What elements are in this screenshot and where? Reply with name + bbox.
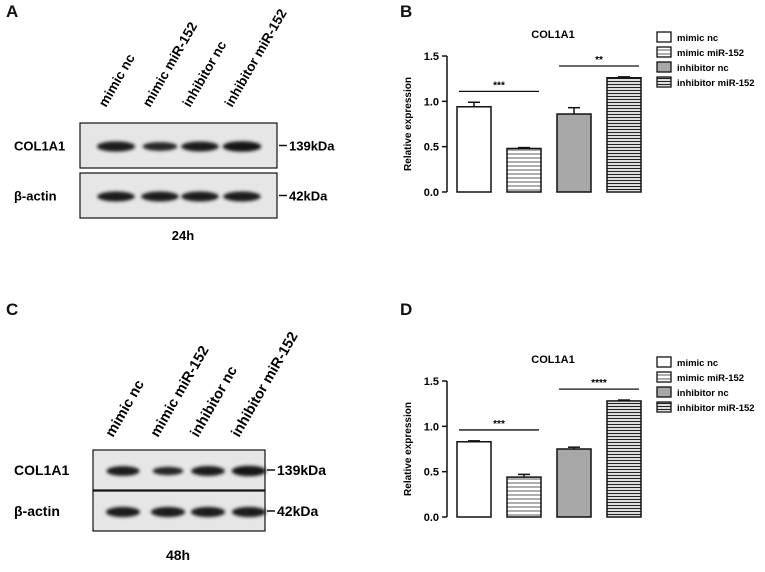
legend-swatch xyxy=(656,356,672,368)
blot-row-label: COL1A1 xyxy=(14,139,65,154)
legend-swatch xyxy=(656,61,672,73)
time-label: 48h xyxy=(166,547,190,563)
y-tick-label: 0.0 xyxy=(424,512,439,524)
legend-swatch xyxy=(656,401,672,413)
legend-swatch xyxy=(656,76,672,88)
significance-label: **** xyxy=(591,378,607,389)
y-tick-label: 1.5 xyxy=(424,376,439,388)
size-marker-label: 139kDa xyxy=(277,462,326,478)
blot-row-label: β-actin xyxy=(14,503,60,519)
bar xyxy=(456,440,492,518)
time-label: 24h xyxy=(172,228,194,243)
lane-label: inhibitor miR-152 xyxy=(229,329,302,440)
blot-band xyxy=(222,141,262,152)
lane-label: mimic nc xyxy=(96,51,138,110)
legend-swatch xyxy=(656,371,672,383)
bar xyxy=(606,77,642,193)
size-marker-label: 139kDa xyxy=(289,139,335,154)
y-tick-label: 0.5 xyxy=(424,142,439,154)
significance-label: *** xyxy=(493,80,505,91)
blot-band xyxy=(96,141,136,152)
legend-swatch xyxy=(656,31,672,43)
bar-chart-48h: COL1A1 Relative expression 0.0 0.5 1.0 1.5 ***… xyxy=(403,354,755,524)
bar xyxy=(606,400,642,518)
y-axis-label: Relative expression xyxy=(403,402,414,496)
size-marker-label: 42kDa xyxy=(277,503,318,519)
blot-band xyxy=(105,506,141,518)
blot-band xyxy=(181,191,219,202)
legend-label: inhibitor miR-152 xyxy=(677,403,755,414)
panel-letter-c: C xyxy=(6,300,19,319)
panel-letter-a: A xyxy=(6,2,19,21)
y-tick-label: 1.0 xyxy=(424,96,439,108)
bar xyxy=(456,106,492,193)
blot-band xyxy=(142,142,178,151)
bar xyxy=(556,113,592,193)
legend-label: mimic nc xyxy=(677,358,718,369)
legend-swatch xyxy=(656,386,672,398)
legend-label: inhibitor nc xyxy=(677,388,729,399)
legend-label: inhibitor nc xyxy=(677,63,729,74)
blot-row-label: β-actin xyxy=(14,189,57,204)
bar xyxy=(506,147,542,193)
y-tick-label: 0.5 xyxy=(424,467,439,479)
panel-letter-b: B xyxy=(400,2,413,21)
blot-band xyxy=(106,466,140,476)
significance-label: *** xyxy=(493,419,505,430)
blot-band xyxy=(231,506,267,518)
blot-band xyxy=(150,506,186,518)
y-tick-label: 1.0 xyxy=(424,421,439,433)
legend-label: mimic miR-152 xyxy=(677,48,744,59)
lane-label: mimic nc xyxy=(103,378,148,440)
legend-swatch xyxy=(656,46,672,58)
y-tick-label: 1.5 xyxy=(424,51,439,63)
panel-letter-d: D xyxy=(400,300,413,319)
bar xyxy=(556,448,592,518)
lane-label: inhibitor miR-152 xyxy=(222,7,290,110)
y-tick-label: 0.0 xyxy=(424,187,439,199)
blot-band xyxy=(231,465,267,477)
legend-label: mimic nc xyxy=(677,33,718,44)
blot-band xyxy=(141,191,179,202)
legend-label: mimic miR-152 xyxy=(677,373,744,384)
chart-title: COL1A1 xyxy=(531,29,574,41)
y-axis-label: Relative expression xyxy=(403,77,414,171)
size-marker-label: 42kDa xyxy=(289,189,328,204)
blot-band xyxy=(97,191,135,202)
blot-band xyxy=(181,141,219,152)
blot-band xyxy=(152,466,184,476)
legend-label: inhibitor miR-152 xyxy=(677,78,755,89)
blot-row-label: COL1A1 xyxy=(14,462,69,478)
blot-band xyxy=(190,506,226,518)
blot-band xyxy=(191,466,225,476)
significance-label: ** xyxy=(595,55,603,66)
bar xyxy=(506,476,542,518)
blot-band xyxy=(223,191,261,202)
chart-title: COL1A1 xyxy=(531,354,574,366)
